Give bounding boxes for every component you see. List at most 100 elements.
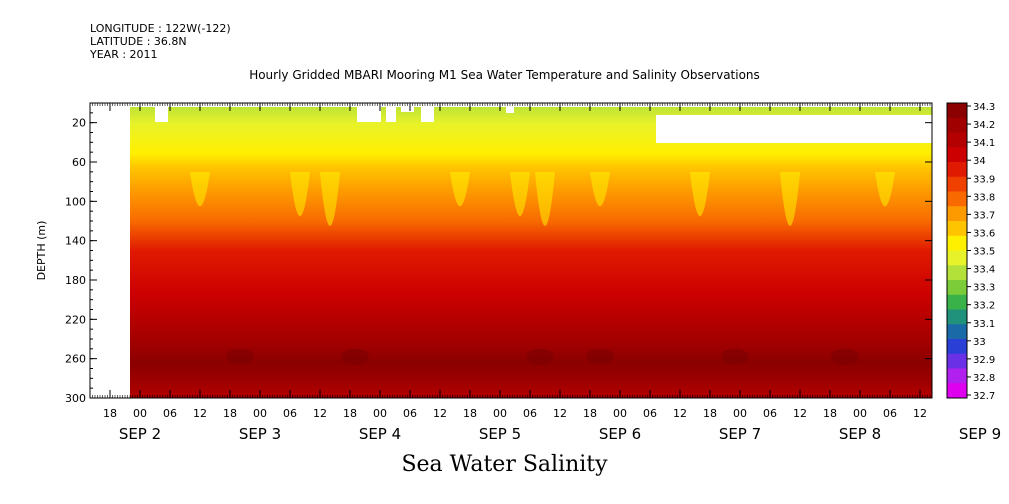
x-tick-label: 12 xyxy=(313,407,327,420)
colorbar-label: 32.8 xyxy=(973,373,995,384)
x-tick-label: 06 xyxy=(403,407,417,420)
latitude-label: LATITUDE : 36.8N xyxy=(90,35,187,48)
colorbar-label: 32.9 xyxy=(973,355,995,366)
y-tick-label: 220 xyxy=(65,313,86,326)
x-day-label: SEP 9 xyxy=(959,425,1001,443)
colorbar-swatch xyxy=(947,309,967,325)
colorbar-swatch xyxy=(947,368,967,384)
x-tick-label: 12 xyxy=(673,407,687,420)
x-axis-label: Sea Water Salinity xyxy=(401,452,608,477)
y-tick-label: 260 xyxy=(65,353,86,366)
colorbar-label: 33.4 xyxy=(973,265,995,276)
heatmap-deep-pocket xyxy=(526,348,554,365)
x-tick-label: 00 xyxy=(853,407,867,420)
x-tick-label: 18 xyxy=(223,407,237,420)
data-gap-surface xyxy=(357,107,381,122)
colorbar-label: 33 xyxy=(973,337,986,348)
x-day-label: SEP 8 xyxy=(839,425,881,443)
data-gap-top xyxy=(90,103,932,107)
heatmap-deep-pocket xyxy=(721,348,749,365)
colorbar-swatch xyxy=(947,176,967,192)
colorbar-swatch xyxy=(947,103,967,119)
heatmap-deep-pocket xyxy=(831,348,859,365)
colorbar-swatch xyxy=(947,235,967,251)
heatmap-plume xyxy=(875,171,895,207)
data-gap-surface xyxy=(401,107,414,112)
x-tick-label: 00 xyxy=(253,407,267,420)
y-axis-label: DEPTH (m) xyxy=(35,221,48,281)
colorbar-label: 34.3 xyxy=(973,102,995,113)
x-tick-label: 06 xyxy=(643,407,657,420)
x-day-label: SEP 4 xyxy=(359,425,401,443)
colorbar-swatch xyxy=(947,162,967,178)
colorbar-label: 34 xyxy=(973,156,986,167)
colorbar-label: 33.1 xyxy=(973,319,995,330)
colorbar-swatch xyxy=(947,353,967,369)
x-day-label: SEP 3 xyxy=(239,425,281,443)
x-day-label: SEP 6 xyxy=(599,425,641,443)
longitude-label: LONGITUDE : 122W(-122) xyxy=(90,22,231,35)
heatmap-plume xyxy=(590,171,610,207)
x-tick-label: 06 xyxy=(283,407,297,420)
colorbar-swatch xyxy=(947,206,967,222)
heatmap-plume xyxy=(780,171,800,226)
colorbar-label: 34.2 xyxy=(973,120,995,131)
heatmap-plume xyxy=(450,171,470,207)
chart-title: Hourly Gridded MBARI Mooring M1 Sea Wate… xyxy=(249,68,760,82)
data-gap-surface xyxy=(155,107,168,122)
x-tick-label: 12 xyxy=(553,407,567,420)
x-tick-label: 00 xyxy=(613,407,627,420)
data-gap-surface xyxy=(421,107,434,122)
y-tick-label: 300 xyxy=(65,392,86,405)
data-gap-surface xyxy=(386,107,396,122)
x-tick-label: 06 xyxy=(163,407,177,420)
x-tick-label: 00 xyxy=(133,407,147,420)
x-tick-label: 18 xyxy=(103,407,117,420)
colorbar-swatch xyxy=(947,117,967,133)
colorbar-label: 33.9 xyxy=(973,174,995,185)
x-day-label: SEP 7 xyxy=(719,425,761,443)
x-tick-label: 12 xyxy=(433,407,447,420)
x-day-label: SEP 5 xyxy=(479,425,521,443)
metadata-block: LONGITUDE : 122W(-122) LATITUDE : 36.8N … xyxy=(90,22,231,61)
colorbar-swatch xyxy=(947,324,967,340)
colorbar-label: 33.2 xyxy=(973,301,995,312)
x-tick-label: 12 xyxy=(193,407,207,420)
heatmap-plume xyxy=(690,171,710,217)
data-gap-start xyxy=(90,103,130,398)
heatmap-deep-pocket xyxy=(341,348,369,365)
colorbar-swatch xyxy=(947,221,967,237)
colorbar-swatch xyxy=(947,265,967,281)
colorbar-label: 34.1 xyxy=(973,138,995,149)
colorbar-swatch xyxy=(947,339,967,355)
heatmap-plume xyxy=(190,171,210,207)
colorbar-label: 32.7 xyxy=(973,391,995,402)
x-tick-label: 06 xyxy=(523,407,537,420)
heatmap-plume xyxy=(290,171,310,217)
y-tick-label: 140 xyxy=(65,235,86,248)
colorbar-swatch xyxy=(947,250,967,266)
x-tick-label: 18 xyxy=(343,407,357,420)
heatmap-deep-pocket xyxy=(586,348,614,365)
colorbar-label: 33.3 xyxy=(973,283,995,294)
data-gap-surface xyxy=(506,107,514,113)
heatmap-plume xyxy=(535,171,555,226)
heatmap-field xyxy=(130,103,932,398)
colorbar-label: 33.6 xyxy=(973,228,995,239)
colorbar-swatch xyxy=(947,294,967,310)
x-tick-label: 00 xyxy=(733,407,747,420)
colorbar-label: 33.5 xyxy=(973,247,995,258)
x-tick-label: 18 xyxy=(463,407,477,420)
data-gap-sep7 xyxy=(656,115,932,143)
colorbar-swatch xyxy=(947,147,967,163)
heatmap-plume xyxy=(510,171,530,217)
colorbar-label: 33.7 xyxy=(973,210,995,221)
heatmap-plume xyxy=(320,171,340,226)
heatmap-variations xyxy=(190,171,895,365)
colorbar-swatch xyxy=(947,191,967,207)
y-tick-label: 100 xyxy=(65,195,86,208)
colorbar-swatch xyxy=(947,280,967,296)
x-day-label: SEP 2 xyxy=(119,425,161,443)
x-tick-label: 18 xyxy=(583,407,597,420)
